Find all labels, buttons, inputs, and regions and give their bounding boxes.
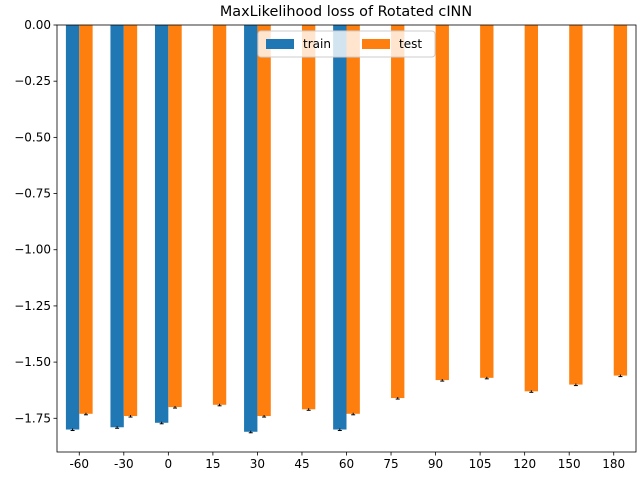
bar-test-75 <box>391 25 405 399</box>
legend-swatch-test <box>362 39 390 49</box>
y-tick-label-5: −1.25 <box>14 299 51 313</box>
x-tick-label-180: 180 <box>602 457 625 471</box>
y-axis: 0.00 −0.25 −0.50 −0.75 −1.00 −1.25 −1.50 −1.75 <box>14 18 57 425</box>
x-tick-label-15: 15 <box>205 457 220 471</box>
x-tick-label-75: 75 <box>383 457 398 471</box>
legend[interactable]: train test <box>257 30 436 58</box>
bar-train-30 <box>244 25 258 432</box>
bar-test-0 <box>168 25 182 408</box>
x-tick-label--30: -30 <box>114 457 134 471</box>
x-tick-label--60: -60 <box>69 457 89 471</box>
y-tick-label-2: −0.50 <box>14 130 51 144</box>
bar-test-120 <box>524 25 539 392</box>
legend-swatch-train <box>266 39 294 49</box>
bar-test-60 <box>346 25 360 414</box>
legend-box <box>257 30 436 58</box>
bar-train-60 <box>333 25 347 430</box>
x-tick-label-60: 60 <box>339 457 354 471</box>
x-tick-label-120: 120 <box>513 457 536 471</box>
x-tick-label-45: 45 <box>294 457 309 471</box>
legend-label-train: train <box>303 37 331 51</box>
bar-test--30 <box>123 25 138 417</box>
y-tick-label-7: −1.75 <box>14 411 51 425</box>
y-tick-label-6: −1.50 <box>14 355 51 369</box>
bar-test-105 <box>480 25 494 378</box>
bar-train--60 <box>65 25 80 430</box>
bar-train--30 <box>110 25 124 428</box>
bar-test-45 <box>301 25 316 410</box>
bar-test-180 <box>613 25 628 376</box>
y-tick-label-1: −0.25 <box>14 74 51 88</box>
bar-test--60 <box>79 25 93 414</box>
x-tick-label-0: 0 <box>165 457 173 471</box>
bars-group <box>65 25 628 432</box>
x-tick-label-90: 90 <box>428 457 443 471</box>
x-tick-label-105: 105 <box>469 457 492 471</box>
error-bars-group <box>70 374 623 434</box>
x-tick-label-150: 150 <box>558 457 581 471</box>
y-tick-label-3: −0.75 <box>14 187 51 201</box>
x-axis: -60 -30 0 15 30 45 60 75 90 105 120 150 180 <box>69 452 625 471</box>
bar-test-90 <box>435 25 449 381</box>
bar-test-30 <box>257 25 271 417</box>
bar-train-0 <box>154 25 169 423</box>
y-tick-label-0: 0.00 <box>24 18 51 32</box>
bar-test-15 <box>212 25 227 405</box>
legend-label-test: test <box>399 37 422 51</box>
x-tick-label-30: 30 <box>250 457 265 471</box>
y-tick-label-4: −1.00 <box>14 243 51 257</box>
plot-frame <box>56 24 637 453</box>
chart-title: MaxLikelihood loss of Rotated cINN <box>220 4 472 20</box>
bar-test-150 <box>569 25 583 385</box>
axes-frame <box>56 24 637 453</box>
